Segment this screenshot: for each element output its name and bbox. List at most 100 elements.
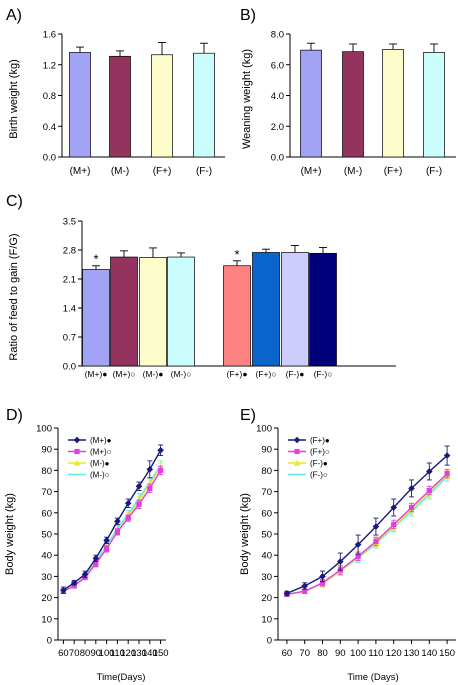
panel-e-legend-marker-triangle	[293, 459, 301, 466]
panel-d-y-tick-label: 60	[41, 508, 52, 519]
panel-c-bar	[139, 257, 167, 367]
panel-d-marker-square	[93, 561, 99, 567]
panel-e-series-line	[286, 474, 448, 596]
panel-e-x-tick-label: 120	[386, 648, 402, 659]
panel-d-series-line	[63, 470, 162, 592]
panel-a-y-tick-label: 0.0	[43, 153, 56, 164]
panel-d-marker-diamond	[124, 499, 132, 507]
panel-e-label: E)	[240, 407, 256, 424]
panel-c-bar	[82, 269, 110, 367]
panel-b-x-tick-label: (F+)	[384, 166, 403, 177]
panel-e-y-axis-title: Body weight (kg)	[239, 493, 251, 575]
panel-e-x-tick-label: 100	[350, 648, 366, 659]
panel-c-label: C)	[6, 193, 23, 210]
panel-e-marker-square	[444, 470, 450, 477]
panel-c-feed-to-gain-chart: C) Ratio of feed to gain (F/G) 0.0 0.7 1.4…	[6, 193, 396, 379]
panel-c-bar	[167, 256, 195, 367]
panel-d-y-tick-label: 40	[41, 551, 52, 562]
panel-e-marker-square	[391, 521, 397, 528]
panel-e-y-tick-label: 60	[261, 508, 272, 519]
panel-e-y-tick-label: 70	[261, 487, 272, 498]
panel-b-x-tick-label: (F-)	[426, 166, 442, 177]
panel-b-y-tick-label: 8.0	[271, 30, 284, 41]
panel-d-marker-square	[125, 515, 131, 521]
panel-e-x-tick-label: 130	[404, 648, 420, 659]
panel-b-label: B)	[240, 7, 256, 24]
panel-c-bar	[110, 256, 138, 367]
panel-c-y-axis-title: Ratio of feed to gain (F/G)	[8, 233, 20, 360]
panel-d-legend-marker-square	[74, 448, 80, 455]
panel-d-series-line	[63, 466, 162, 592]
panel-a-y-tick-label: 1.2	[43, 60, 56, 71]
panel-d-marker-diamond	[114, 517, 121, 525]
panel-d-marker-diamond	[60, 586, 67, 594]
panel-e-marker-square	[408, 504, 415, 511]
panel-c-x-tick-label: (F+)○	[256, 369, 277, 379]
panel-c-y-tick-label: 1.4	[63, 304, 76, 315]
panel-b-y-axis-title: Weaning weight (kg)	[241, 49, 253, 149]
panel-c-x-tick-label: (M-)●	[143, 369, 164, 379]
panel-c-significance-marker: *	[234, 247, 239, 262]
panel-d-y-tick-label: 70	[41, 487, 52, 498]
panel-d-y-tick-label: 100	[36, 424, 52, 435]
panel-e-x-tick-label: 110	[368, 648, 383, 659]
panel-d-x-tick-label: 150	[153, 648, 169, 659]
panel-b-weaning-weight-chart: B) Weaning weight (kg) 0.0 2.0 4.0 6.0 8.0 (M…	[240, 7, 456, 177]
panel-e-series-line	[286, 473, 448, 596]
panel-e-marker-diamond	[301, 582, 308, 590]
panel-e-marker-diamond	[426, 468, 433, 475]
panel-b-bar	[423, 52, 445, 158]
panel-d-marker-diamond	[146, 466, 154, 473]
panel-d-marker-diamond	[135, 483, 143, 490]
panel-d-body-weight-chart: D) Body weight (kg) Time(Days) 0 10 20 30 40…	[4, 407, 169, 683]
panel-d-marker-diamond	[70, 579, 78, 587]
panel-e-marker-diamond	[319, 573, 326, 580]
panel-a-label: A)	[6, 7, 22, 24]
panel-d-legend-label: (M-)●	[90, 459, 110, 468]
panel-d-y-tick-label: 80	[41, 466, 52, 477]
panel-a-x-tick-label: (M-)	[111, 166, 129, 177]
panel-e-x-tick-label: 70	[299, 648, 310, 659]
panel-e-x-tick-label: 150	[439, 648, 455, 659]
panel-d-y-tick-label: 0	[47, 636, 52, 647]
panel-d-legend-marker-triangle	[73, 459, 81, 466]
panel-d-x-tick-label: 70	[69, 648, 80, 659]
panel-c-bar	[252, 252, 280, 367]
panel-b-x-tick-label: (M-)	[344, 166, 362, 177]
panel-a-y-tick-label: 0.4	[43, 122, 56, 133]
panel-d-legend-marker-diamond	[73, 436, 81, 444]
panel-e-marker-square	[426, 487, 432, 494]
panel-d-x-axis-title: Time(Days)	[97, 672, 146, 683]
panel-a-bar	[109, 55, 131, 158]
panel-d-y-tick-label: 10	[41, 614, 52, 625]
panel-d-marker-diamond	[103, 537, 110, 544]
panel-d-x-tick-label: 110	[110, 648, 125, 659]
panel-d-marker-square	[104, 546, 110, 552]
panel-d-y-axis-title: Body weight (kg)	[4, 493, 16, 575]
panel-d-label: D)	[6, 407, 23, 424]
panel-b-y-tick-label: 6.0	[271, 60, 284, 71]
panel-d-y-tick-label: 30	[41, 572, 52, 583]
panel-c-bar	[281, 252, 309, 367]
panel-b-bar	[300, 49, 322, 158]
panel-d-y-tick-label: 50	[41, 530, 52, 541]
panel-a-y-axis-title: Birth weight (kg)	[8, 59, 20, 138]
panel-e-marker-diamond	[372, 523, 380, 530]
panel-e-y-tick-label: 50	[261, 530, 272, 541]
panel-d-x-tick-label: 60	[58, 648, 69, 659]
panel-e-marker-diamond	[408, 485, 415, 492]
panel-c-significance-marker: *	[93, 252, 98, 267]
panel-e-x-tick-label: 80	[317, 648, 328, 659]
panel-a-x-tick-label: (F+)	[153, 166, 172, 177]
panel-c-y-tick-label: 2.1	[63, 275, 76, 286]
panel-d-marker-square	[136, 501, 142, 507]
panel-d-x-tick-label: 140	[142, 648, 158, 659]
panel-a-y-tick-label: 0.8	[43, 91, 56, 102]
panel-d-legend-label: (M+)●	[90, 436, 112, 445]
panel-a-bar	[69, 52, 91, 158]
panel-a-birth-weight-chart: A) Birth weight (kg) 0.0 0.4 0.8 1.2 1.6 (M+)…	[6, 7, 225, 177]
panel-c-bar	[309, 252, 337, 367]
panel-e-y-tick-label: 20	[261, 593, 272, 604]
panel-e-y-tick-label: 40	[261, 551, 272, 562]
panel-e-x-axis-title: Time (Days)	[347, 672, 398, 683]
